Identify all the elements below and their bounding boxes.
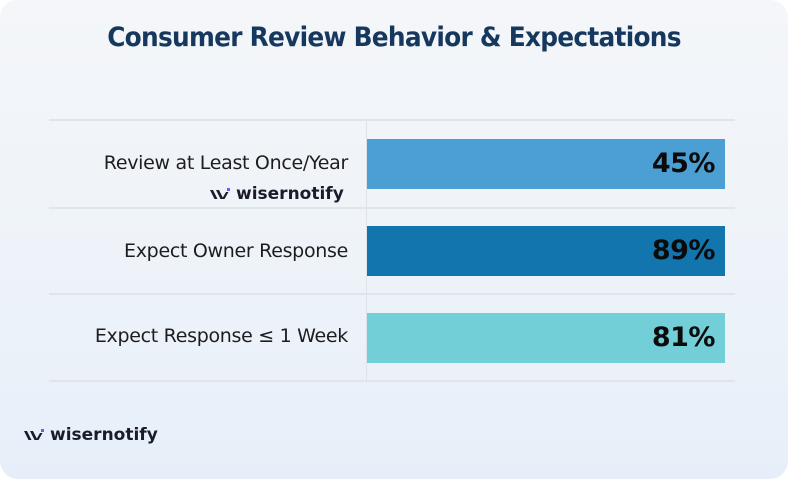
bar-expect-owner-response: 89%: [367, 226, 725, 276]
row-divider: [49, 119, 735, 121]
brand-watermark-inline: wisernotify: [209, 184, 344, 204]
brand-name: wisernotify: [50, 425, 158, 445]
brand-watermark-footer: wisernotify: [23, 425, 158, 445]
brand-name: wisernotify: [236, 184, 344, 204]
chart-title: Consumer Review Behavior & Expectations: [107, 22, 681, 53]
bar-value-label: 89%: [651, 235, 716, 266]
category-label: Expect Owner Response: [124, 240, 348, 262]
wisernotify-logo-icon: [210, 188, 230, 199]
row-divider: [49, 380, 735, 382]
column-divider: [366, 121, 367, 381]
bar-expect-response-week: 81%: [367, 313, 725, 363]
category-label: Review at Least Once/Year: [103, 152, 349, 174]
bar-review-once-year: 45%: [367, 139, 725, 189]
bar-value-label: 81%: [651, 322, 716, 353]
wisernotify-logo-icon: [24, 429, 44, 440]
row-divider: [49, 207, 735, 209]
category-label: Expect Response ≤ 1 Week: [94, 325, 348, 347]
bar-value-label: 45%: [651, 148, 716, 179]
row-divider: [49, 293, 735, 295]
